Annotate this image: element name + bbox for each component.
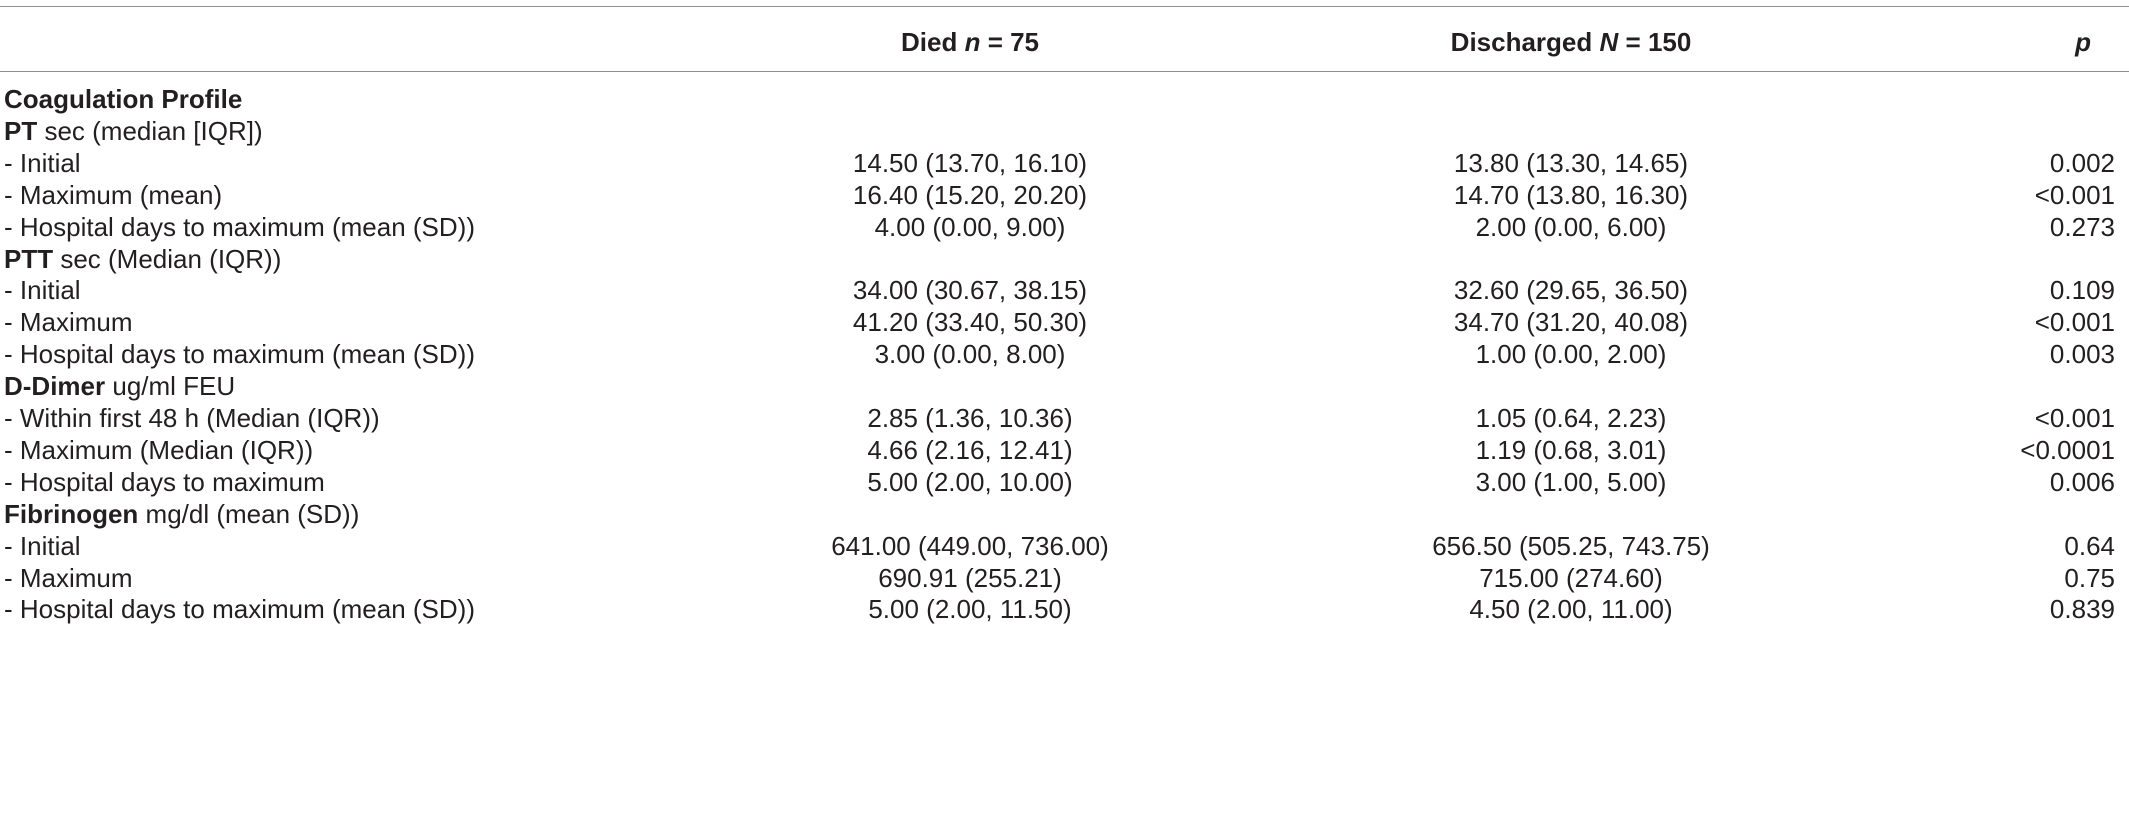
p-value: 0.002 bbox=[2049, 147, 2115, 178]
header-died-n-symbol: n bbox=[964, 27, 981, 57]
row-label: - Initial bbox=[4, 530, 81, 561]
row-label: - Within first 48 h (Median (IQR)) bbox=[4, 403, 380, 433]
group-heading-name: PT bbox=[4, 115, 38, 146]
died-value: 5.00 (2.00, 11.50) bbox=[868, 594, 1072, 625]
table-row: - Maximum (mean) 16.40 (15.20, 20.20) 14.7… bbox=[0, 174, 2129, 217]
p-value: <0.0001 bbox=[2020, 434, 2115, 465]
group-heading-unit: mg/dl (mean (SD)) bbox=[138, 498, 360, 529]
header-discharged-n-symbol: N bbox=[1599, 27, 1619, 57]
row-label: - Initial bbox=[4, 275, 81, 306]
died-value: 690.91 (255.21) bbox=[878, 562, 1062, 593]
group-heading-unit: ug/ml FEU bbox=[105, 371, 236, 402]
discharged-value: 34.70 (31.20, 40.08) bbox=[1453, 307, 1689, 338]
section-heading: Coagulation Profile bbox=[4, 84, 243, 114]
p-value: 0.273 bbox=[2049, 211, 2115, 242]
group-heading-unit: sec (median [IQR]) bbox=[37, 115, 263, 146]
table-row: - Hospital days to maximum (mean (SD)) 3.… bbox=[0, 333, 2129, 376]
discharged-value: 3.00 (1.00, 5.00) bbox=[1475, 466, 1667, 497]
table-row: - Hospital days to maximum 5.00 (2.00, 10… bbox=[0, 461, 2129, 504]
header-discharged: Discharged N = 150 bbox=[1271, 19, 1871, 65]
group-heading: PTT sec (Median (IQR)) bbox=[4, 238, 281, 281]
table-header-rule bbox=[0, 71, 2129, 72]
group-heading-row: Fibrinogen mg/dl (mean (SD)) bbox=[0, 493, 2129, 536]
died-value: 41.20 (33.40, 50.30) bbox=[852, 307, 1088, 338]
group-heading-name: Fibrinogen bbox=[4, 498, 139, 529]
p-value: <0.001 bbox=[2034, 307, 2115, 338]
section-heading-row: Coagulation Profile bbox=[0, 78, 2129, 121]
table-top-rule bbox=[0, 6, 2129, 7]
discharged-value: 14.70 (13.80, 16.30) bbox=[1453, 179, 1689, 210]
discharged-value: 656.50 (505.25, 743.75) bbox=[1432, 530, 1710, 561]
died-value: 4.00 (0.00, 9.00) bbox=[874, 211, 1066, 242]
group-heading: Fibrinogen mg/dl (mean (SD)) bbox=[4, 493, 359, 536]
died-value: 3.00 (0.00, 8.00) bbox=[874, 339, 1066, 370]
discharged-value: 1.19 (0.68, 3.01) bbox=[1475, 434, 1667, 465]
group-heading-name: D-Dimer bbox=[4, 371, 106, 402]
died-value: 2.85 (1.36, 10.36) bbox=[867, 403, 1073, 433]
group-heading-name: PTT bbox=[4, 243, 54, 274]
row-label: - Hospital days to maximum (mean (SD)) bbox=[4, 211, 475, 242]
discharged-value: 715.00 (274.60) bbox=[1479, 562, 1663, 593]
group-heading-row: D-Dimer ug/ml FEU bbox=[0, 365, 2129, 408]
row-label: - Hospital days to maximum (mean (SD)) bbox=[4, 594, 475, 625]
header-died-n-value: = 75 bbox=[987, 27, 1040, 57]
table-header-row: Died n = 75 Discharged N = 150 p bbox=[0, 19, 2129, 65]
p-value: 0.109 bbox=[2049, 275, 2115, 306]
header-p-value: p bbox=[2075, 27, 2091, 57]
row-label: - Hospital days to maximum (mean (SD)) bbox=[4, 339, 475, 370]
p-value: <0.001 bbox=[2034, 403, 2115, 433]
died-value: 4.66 (2.16, 12.41) bbox=[867, 434, 1073, 465]
table-row: - Maximum (Median (IQR)) 4.66 (2.16, 12.4… bbox=[0, 429, 2129, 472]
row-label: - Initial bbox=[4, 147, 81, 178]
row-label: - Hospital days to maximum bbox=[4, 466, 325, 497]
header-discharged-n-value: = 150 bbox=[1625, 27, 1692, 57]
died-value: 5.00 (2.00, 10.00) bbox=[867, 466, 1073, 497]
group-heading-unit: sec (Median (IQR)) bbox=[53, 243, 282, 274]
p-value: 0.003 bbox=[2049, 339, 2115, 370]
died-value: 641.00 (449.00, 736.00) bbox=[831, 530, 1109, 561]
died-value: 14.50 (13.70, 16.10) bbox=[852, 147, 1088, 178]
p-value: <0.001 bbox=[2034, 179, 2115, 210]
discharged-value: 32.60 (29.65, 36.50) bbox=[1453, 275, 1689, 306]
header-died-label: Died bbox=[900, 27, 958, 57]
table-row: - Within first 48 h (Median (IQR)) 2.85 (… bbox=[0, 397, 2129, 440]
discharged-value: 4.50 (2.00, 11.00) bbox=[1469, 594, 1673, 625]
table-row: - Initial 641.00 (449.00, 736.00) 656.50 (… bbox=[0, 525, 2129, 568]
row-label: - Maximum (Median (IQR)) bbox=[4, 434, 314, 465]
table-row: - Initial 34.00 (30.67, 38.15) 32.60 (29.6… bbox=[0, 269, 2129, 312]
row-label: - Maximum bbox=[4, 307, 133, 338]
p-value: 0.839 bbox=[2049, 594, 2115, 625]
group-heading-row: PTT sec (Median (IQR)) bbox=[0, 238, 2129, 281]
discharged-value: 1.05 (0.64, 2.23) bbox=[1475, 403, 1667, 433]
discharged-value: 2.00 (0.00, 6.00) bbox=[1475, 211, 1667, 242]
discharged-value: 1.00 (0.00, 2.00) bbox=[1475, 339, 1667, 370]
group-heading: PT sec (median [IQR]) bbox=[4, 110, 263, 153]
row-label: - Maximum bbox=[4, 562, 133, 593]
header-died: Died n = 75 bbox=[670, 19, 1270, 65]
died-value: 34.00 (30.67, 38.15) bbox=[852, 275, 1088, 306]
table-row: - Maximum 690.91 (255.21) 715.00 (274.60) 0… bbox=[0, 557, 2129, 600]
p-value: 0.75 bbox=[2064, 562, 2115, 593]
row-label: - Maximum (mean) bbox=[4, 179, 223, 210]
p-value: 0.64 bbox=[2064, 530, 2115, 561]
discharged-value: 13.80 (13.30, 14.65) bbox=[1453, 147, 1689, 178]
header-discharged-label: Discharged bbox=[1450, 27, 1593, 57]
group-heading: D-Dimer ug/ml FEU bbox=[4, 365, 235, 408]
p-value: 0.006 bbox=[2049, 466, 2115, 497]
group-heading-row: PT sec (median [IQR]) bbox=[0, 110, 2129, 153]
table-row: - Maximum 41.20 (33.40, 50.30) 34.70 (31.2… bbox=[0, 301, 2129, 344]
table-row: - Hospital days to maximum (mean (SD)) 4.… bbox=[0, 206, 2129, 249]
died-value: 16.40 (15.20, 20.20) bbox=[852, 179, 1088, 210]
table-row: - Hospital days to maximum (mean (SD)) 5.… bbox=[0, 588, 2129, 631]
table-row: - Initial 14.50 (13.70, 16.10) 13.80 (13.3… bbox=[0, 142, 2129, 185]
